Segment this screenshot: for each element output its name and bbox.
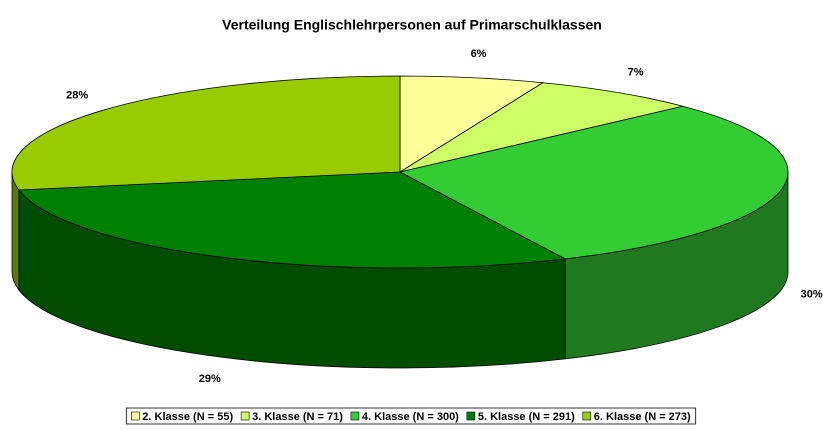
legend-label: 5. Klasse (N = 291): [478, 411, 575, 423]
legend-label: 4. Klasse (N = 300): [362, 411, 459, 423]
legend-swatch: [582, 411, 592, 421]
slice-side: [11, 171, 20, 292]
legend-swatch: [240, 411, 250, 421]
data-label: 30%: [801, 288, 823, 300]
slice: [399, 82, 683, 173]
legend-swatch: [131, 411, 140, 421]
legend-label: 6. Klasse (N = 273): [594, 411, 691, 423]
data-label: 29%: [199, 373, 221, 385]
slice: [11, 75, 401, 191]
slice: [398, 105, 789, 260]
data-label: 7%: [628, 67, 644, 79]
data-label: 6%: [471, 48, 487, 60]
legend-swatch: [466, 411, 476, 421]
legend-swatch: [350, 411, 360, 421]
data-label: 28%: [66, 89, 88, 101]
legend-label: 2. Klasse (N = 55): [142, 411, 233, 423]
legend: 2. Klasse (N = 55) 3. Klasse (N = 71) 4. K…: [125, 407, 697, 425]
chart-title: Verteilung Englischlehrpersonen auf Prim…: [222, 17, 602, 33]
legend-box: [125, 407, 697, 425]
slice: [399, 75, 545, 173]
slice: [18, 171, 567, 269]
legend-label: 3. Klasse (N = 71): [252, 411, 343, 423]
